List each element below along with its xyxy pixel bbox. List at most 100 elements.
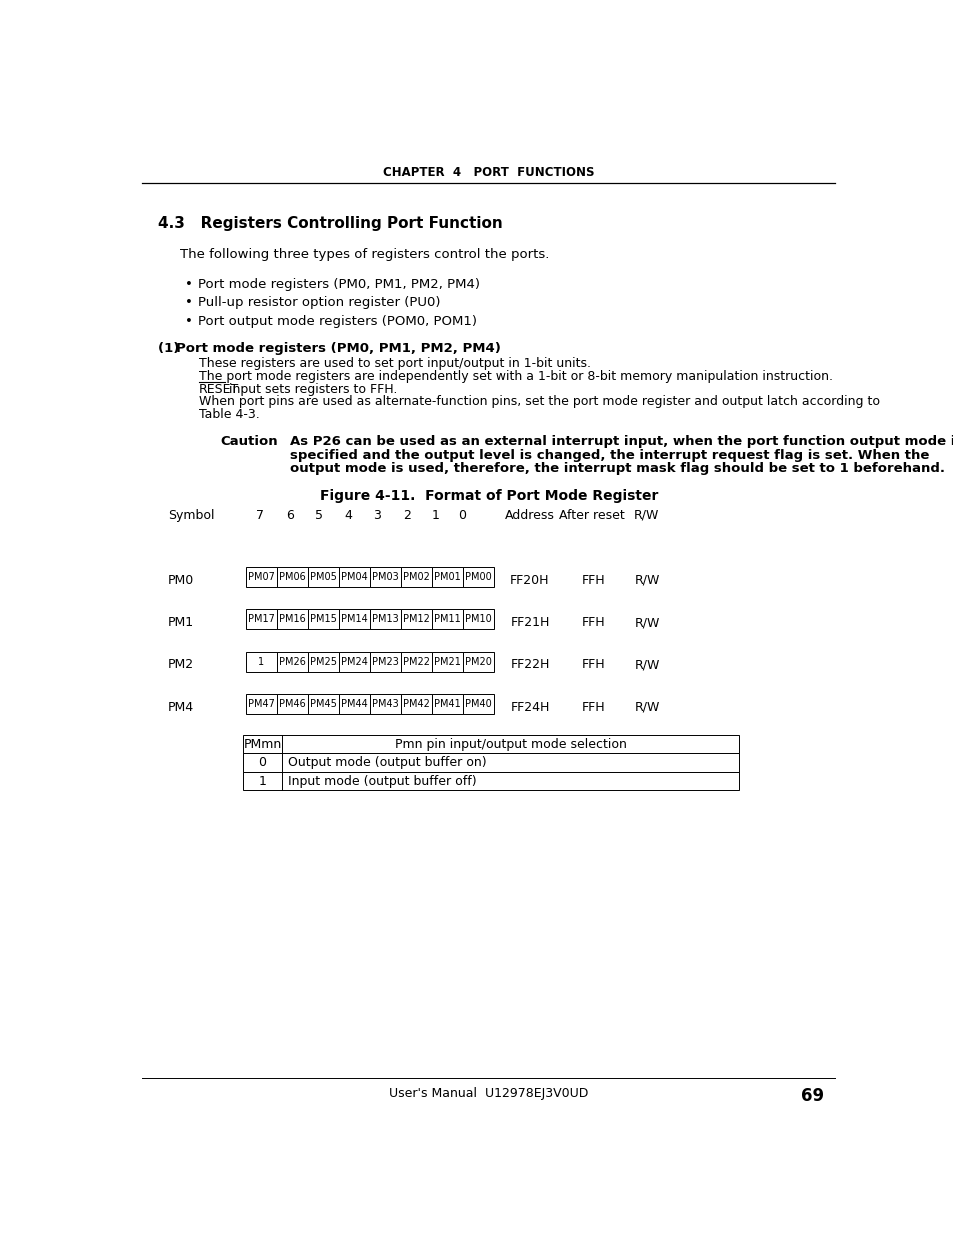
Bar — [243, 753, 739, 772]
Bar — [462, 609, 493, 630]
Text: PM04: PM04 — [340, 572, 367, 582]
Text: •: • — [185, 278, 193, 290]
Text: 2: 2 — [402, 509, 411, 521]
Text: 5: 5 — [314, 509, 323, 521]
Bar — [431, 694, 462, 714]
Text: input sets registers to FFH.: input sets registers to FFH. — [225, 383, 397, 396]
Bar — [307, 694, 338, 714]
Text: FF21H: FF21H — [510, 616, 549, 629]
Text: PM11: PM11 — [434, 615, 460, 625]
Text: PM06: PM06 — [278, 572, 305, 582]
Text: FFH: FFH — [581, 700, 605, 714]
Text: PM07: PM07 — [248, 572, 274, 582]
Text: (1): (1) — [158, 342, 189, 356]
Text: PM20: PM20 — [464, 657, 491, 667]
Text: output mode is used, therefore, the interrupt mask flag should be set to 1 befor: output mode is used, therefore, the inte… — [290, 462, 943, 475]
Bar — [245, 652, 276, 672]
Bar — [369, 694, 400, 714]
Text: The port mode registers are independently set with a 1-bit or 8-bit memory manip: The port mode registers are independentl… — [199, 370, 832, 383]
Text: After reset: After reset — [558, 509, 624, 521]
Text: The following three types of registers control the ports.: The following three types of registers c… — [179, 248, 549, 262]
Text: PM12: PM12 — [402, 615, 429, 625]
Text: PM17: PM17 — [248, 615, 274, 625]
Bar — [431, 609, 462, 630]
Bar — [307, 567, 338, 587]
Text: •: • — [185, 296, 193, 309]
Text: R/W: R/W — [633, 509, 659, 521]
Text: PM25: PM25 — [310, 657, 336, 667]
Bar — [243, 735, 739, 753]
Text: FFH: FFH — [581, 658, 605, 672]
Bar — [462, 567, 493, 587]
Bar — [245, 567, 276, 587]
Text: Pmn pin input/output mode selection: Pmn pin input/output mode selection — [395, 737, 626, 751]
Bar — [400, 609, 431, 630]
Bar — [338, 567, 369, 587]
Text: 4: 4 — [344, 509, 352, 521]
Text: 69: 69 — [801, 1087, 823, 1105]
Text: User's Manual  U12978EJ3V0UD: User's Manual U12978EJ3V0UD — [389, 1087, 588, 1100]
Text: •: • — [185, 315, 193, 327]
Text: R/W: R/W — [635, 574, 659, 587]
Bar — [245, 609, 276, 630]
Text: Pull-up resistor option register (PU0): Pull-up resistor option register (PU0) — [198, 296, 440, 309]
Bar — [462, 694, 493, 714]
Bar — [431, 652, 462, 672]
Text: 4.3   Registers Controlling Port Function: 4.3 Registers Controlling Port Function — [158, 216, 502, 231]
Text: PM10: PM10 — [464, 615, 491, 625]
Text: PM24: PM24 — [340, 657, 367, 667]
Bar — [400, 567, 431, 587]
Text: Address: Address — [504, 509, 555, 521]
Text: PM03: PM03 — [372, 572, 398, 582]
Bar — [338, 652, 369, 672]
Text: PM46: PM46 — [278, 699, 305, 709]
Text: FF24H: FF24H — [510, 700, 549, 714]
Bar — [369, 609, 400, 630]
Bar — [400, 694, 431, 714]
Text: 1: 1 — [431, 509, 439, 521]
Text: FFH: FFH — [581, 574, 605, 587]
Text: PM26: PM26 — [278, 657, 305, 667]
Text: PM14: PM14 — [340, 615, 367, 625]
Text: R/W: R/W — [635, 658, 659, 672]
Bar — [369, 652, 400, 672]
Text: PM41: PM41 — [434, 699, 460, 709]
Text: Input mode (output buffer off): Input mode (output buffer off) — [288, 774, 476, 788]
Text: 3: 3 — [373, 509, 381, 521]
Text: Caution: Caution — [220, 435, 277, 447]
Text: PM16: PM16 — [278, 615, 305, 625]
Bar — [338, 609, 369, 630]
Text: PM13: PM13 — [372, 615, 398, 625]
Text: When port pins are used as alternate-function pins, set the port mode register a: When port pins are used as alternate-fun… — [199, 395, 880, 409]
Text: Symbol: Symbol — [168, 509, 214, 521]
Text: PM45: PM45 — [310, 699, 336, 709]
Text: PM44: PM44 — [340, 699, 367, 709]
Bar — [338, 694, 369, 714]
Text: 7: 7 — [256, 509, 264, 521]
Text: CHAPTER  4   PORT  FUNCTIONS: CHAPTER 4 PORT FUNCTIONS — [383, 167, 594, 179]
Text: FF22H: FF22H — [510, 658, 549, 672]
Text: PM47: PM47 — [248, 699, 274, 709]
Text: R/W: R/W — [635, 700, 659, 714]
Bar — [431, 567, 462, 587]
Text: FF20H: FF20H — [510, 574, 549, 587]
Text: PM02: PM02 — [402, 572, 429, 582]
Bar — [400, 652, 431, 672]
Text: Port output mode registers (POM0, POM1): Port output mode registers (POM0, POM1) — [198, 315, 476, 327]
Text: Port mode registers (PM0, PM1, PM2, PM4): Port mode registers (PM0, PM1, PM2, PM4) — [198, 278, 479, 290]
Text: 6: 6 — [286, 509, 294, 521]
Bar — [369, 567, 400, 587]
Text: PM15: PM15 — [310, 615, 336, 625]
Text: PM01: PM01 — [434, 572, 460, 582]
Text: PM1: PM1 — [168, 616, 194, 629]
Text: Table 4-3.: Table 4-3. — [199, 408, 259, 421]
Text: PM43: PM43 — [372, 699, 398, 709]
Text: PM40: PM40 — [464, 699, 491, 709]
Bar — [276, 567, 307, 587]
Text: 0: 0 — [258, 756, 266, 769]
Text: 1: 1 — [258, 774, 266, 788]
Text: Output mode (output buffer on): Output mode (output buffer on) — [288, 756, 486, 769]
Text: PM05: PM05 — [310, 572, 336, 582]
Text: specified and the output level is changed, the interrupt request flag is set. Wh: specified and the output level is change… — [290, 448, 928, 462]
Text: PM00: PM00 — [464, 572, 491, 582]
